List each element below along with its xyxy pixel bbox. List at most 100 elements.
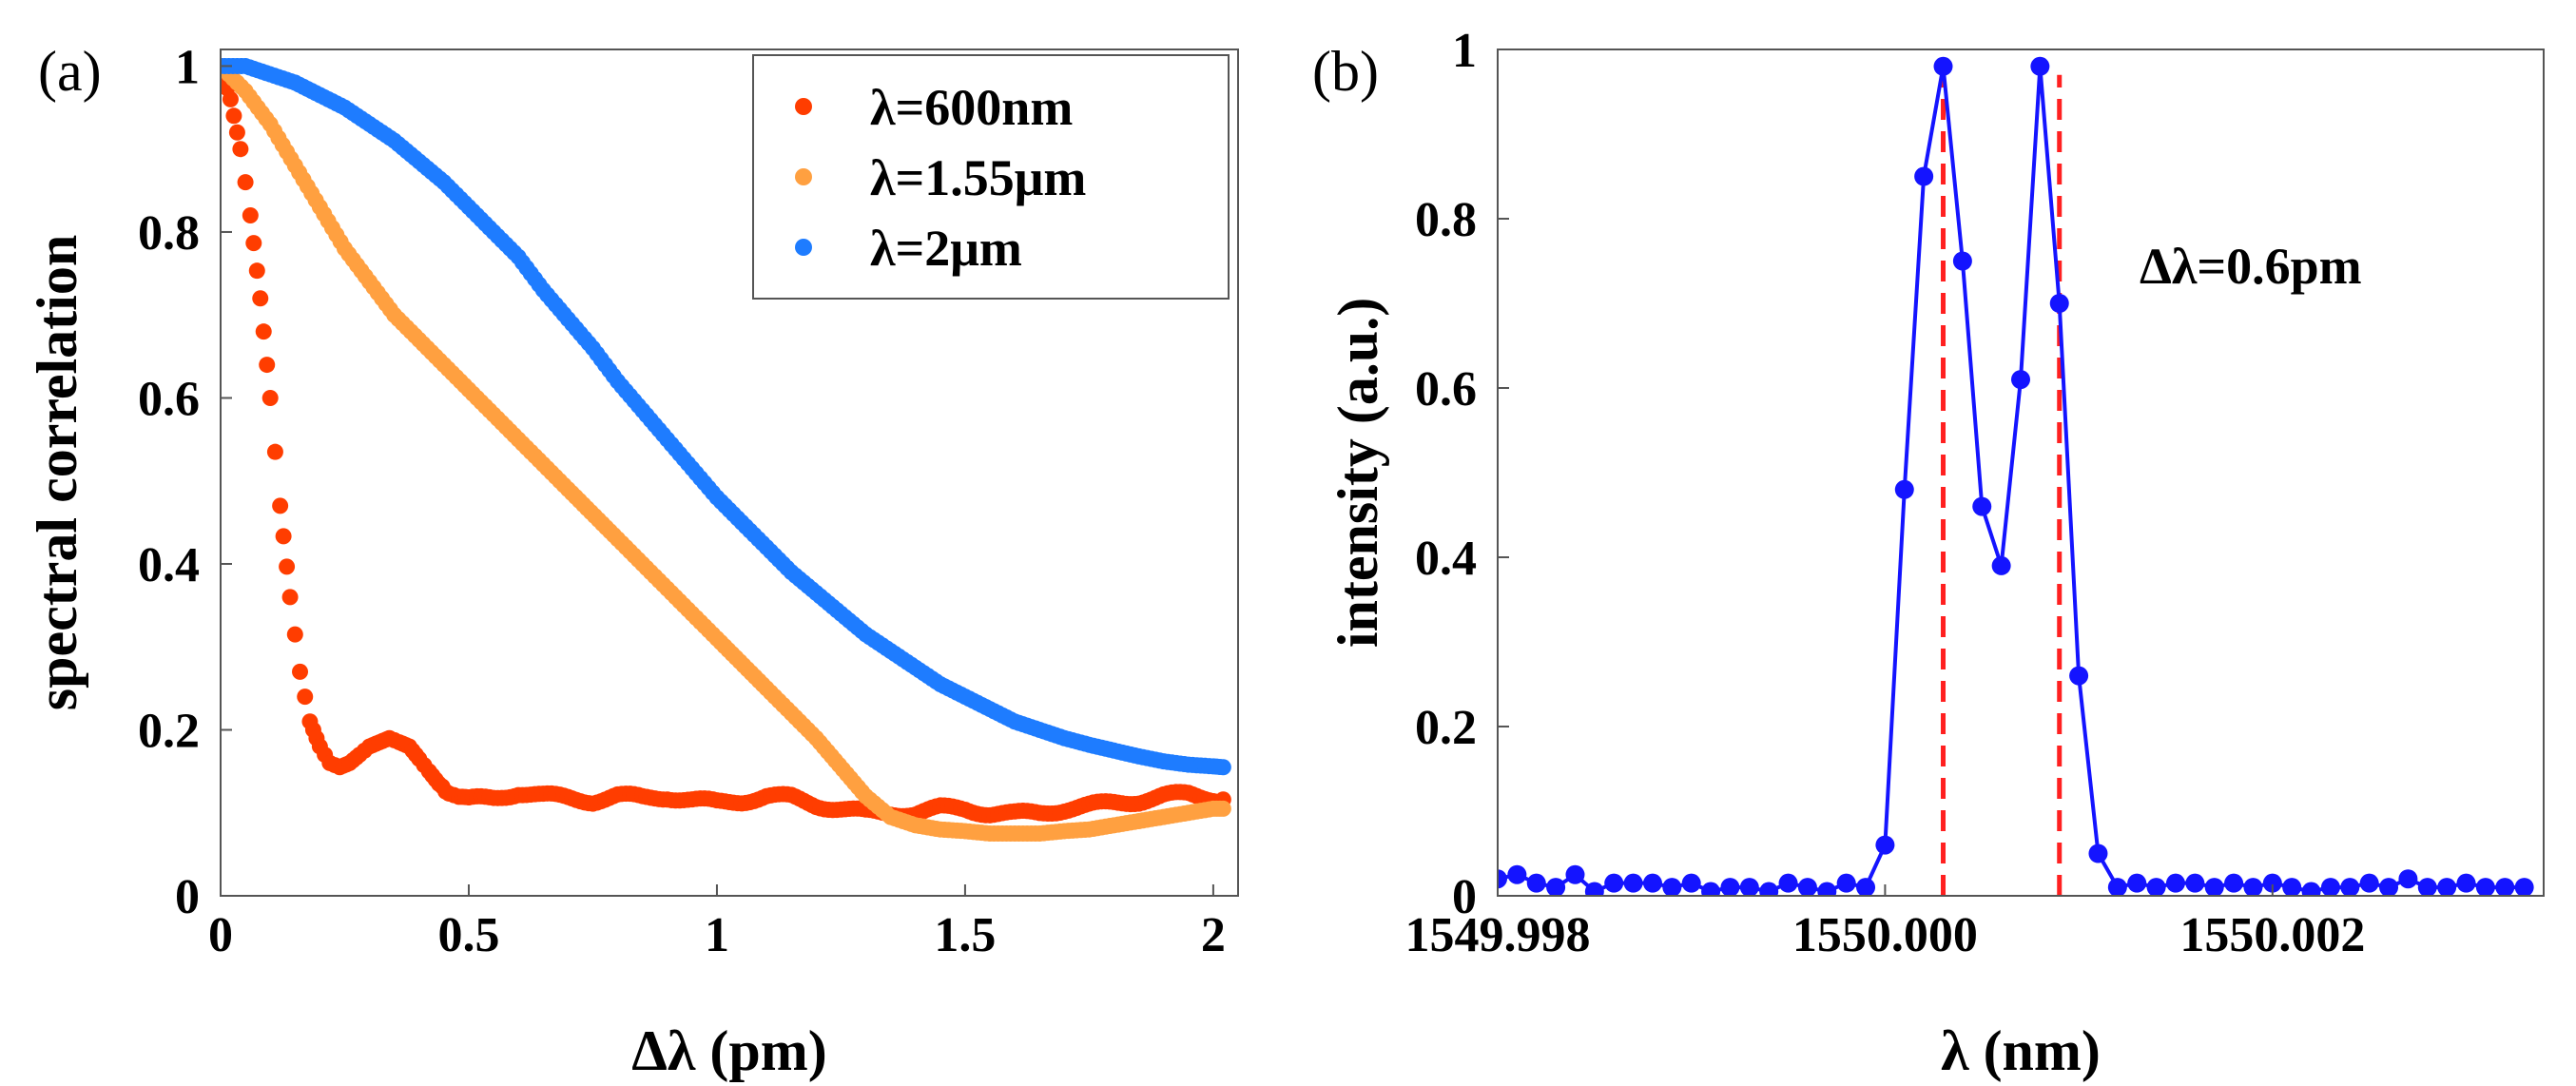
spectrum-point bbox=[1498, 869, 1507, 889]
panel-a-y-tick-label: 0.8 bbox=[138, 206, 200, 261]
panel-b-x-tick-label: 1550.002 bbox=[2179, 908, 2365, 962]
series-2-points bbox=[221, 57, 1231, 776]
panel-a-y-tick-label: 0 bbox=[175, 870, 200, 924]
panel-a-ticks: 0 0.5 1 1.5 2 0 0.2 0.4 0.6 0.8 1 bbox=[138, 40, 1226, 962]
spectrum-point bbox=[2301, 882, 2321, 896]
spectrum-point bbox=[2475, 878, 2495, 896]
panel-b-axes-frame bbox=[1497, 48, 2545, 897]
series-0-point bbox=[281, 589, 299, 606]
panel-a-y-tick-label: 0.2 bbox=[138, 704, 200, 758]
spectrum-point bbox=[2185, 873, 2205, 893]
spectrum-point bbox=[1836, 873, 1856, 893]
legend-marker-2um bbox=[795, 239, 812, 256]
spectrum-point bbox=[2049, 294, 2069, 313]
panel-b-x-tick-label: 1550.000 bbox=[1792, 908, 1978, 962]
spectrum-point bbox=[2398, 869, 2418, 889]
spectrum-point bbox=[2320, 878, 2340, 896]
spectrum-point bbox=[1759, 882, 1779, 896]
panel-b-data-marks bbox=[1498, 56, 2534, 896]
series-0-point bbox=[222, 90, 239, 107]
series-0-point bbox=[237, 174, 254, 191]
panel-a-y-tick-label: 1 bbox=[175, 40, 200, 94]
panel-a-legend: λ=600nm λ=1.55μm λ=2μm bbox=[752, 54, 1230, 300]
panel-a-x-tick-label: 1.5 bbox=[934, 908, 996, 962]
spectrum-point bbox=[2359, 873, 2379, 893]
panel-a-x-tick-label: 1 bbox=[705, 908, 729, 962]
spectrum-point bbox=[2282, 878, 2302, 896]
spectrum-point bbox=[2030, 56, 2050, 76]
legend-label-600nm: λ=600nm bbox=[870, 79, 1073, 136]
series-0-point bbox=[266, 443, 283, 460]
panel-a-x-tick-label: 0.5 bbox=[437, 908, 499, 962]
series-0-point bbox=[275, 528, 292, 545]
panel-b-label: (b) bbox=[1312, 40, 1379, 103]
spectrum-point bbox=[1701, 882, 1721, 896]
legend-label-2um: λ=2μm bbox=[870, 220, 1022, 277]
panel-b-y-tick-label: 1 bbox=[1452, 24, 1477, 78]
panel-b-peak-lines bbox=[1941, 74, 2063, 896]
panel-b-annotation: Δλ=0.6pm bbox=[2140, 238, 2362, 295]
panel-b: (b) 1549.998 1550.000 1550.002 0 0.2 0.4 0.6 0.… bbox=[1312, 24, 2545, 1082]
spectrum-point bbox=[2495, 878, 2515, 896]
panel-a: (a) 0 0.5 1 1.5 2 0 0.2 0.4 0.6 0.8 1 Δλ (pm) spec… bbox=[26, 40, 1239, 1082]
panel-a-x-tick-label: 2 bbox=[1201, 908, 1226, 962]
spectrum-point bbox=[1952, 251, 1972, 271]
series-0-point bbox=[292, 663, 309, 680]
spectrum-point bbox=[1991, 555, 2011, 575]
panel-a-y-tick-label: 0.4 bbox=[138, 538, 200, 592]
panel-a-y-axis-label: spectral correlation bbox=[26, 235, 88, 710]
series-0-point bbox=[248, 262, 265, 280]
series-0-point bbox=[245, 235, 262, 252]
panel-b-y-tick-label: 0.4 bbox=[1415, 532, 1477, 586]
spectrum-point bbox=[2204, 878, 2224, 896]
spectrum-point bbox=[1507, 864, 1527, 884]
spectrum-point bbox=[1972, 496, 1992, 516]
series-0-point bbox=[232, 141, 249, 158]
spectrum-point bbox=[1817, 882, 1837, 896]
spectrum-point bbox=[2456, 873, 2476, 893]
legend-marker-1550nm bbox=[795, 168, 812, 185]
series-0-point bbox=[255, 323, 272, 340]
spectrum-point bbox=[2243, 878, 2263, 896]
panel-b-y-axis-label: intensity (a.u.) bbox=[1327, 298, 1389, 648]
series-0-point bbox=[279, 558, 296, 575]
series-0-point bbox=[225, 107, 242, 125]
panel-a-y-tick-label: 0.6 bbox=[138, 372, 200, 426]
panel-a-data-marks bbox=[221, 57, 1231, 843]
series-0-point bbox=[259, 357, 276, 374]
series-0-point bbox=[252, 290, 269, 307]
spectrum-point bbox=[1584, 882, 1604, 896]
spectrum-point bbox=[2165, 873, 2185, 893]
panel-b-y-tick-label: 0 bbox=[1452, 870, 1477, 924]
spectrum-point bbox=[2379, 878, 2399, 896]
spectrum-point bbox=[1720, 878, 1740, 896]
spectrum-point bbox=[2262, 873, 2282, 893]
panel-a-x-axis-label: Δλ (pm) bbox=[631, 1019, 826, 1082]
spectrum-point bbox=[1933, 56, 1953, 76]
panel-b-ticks: 1549.998 1550.000 1550.002 0 0.2 0.4 0.6 0.8 1 bbox=[1405, 24, 2366, 962]
spectrum-point bbox=[1914, 166, 1934, 186]
panel-a-x-tick-label: 0 bbox=[208, 908, 233, 962]
spectrum-point bbox=[1546, 878, 1566, 896]
spectrum-point bbox=[2417, 878, 2437, 896]
series-0-point bbox=[228, 124, 245, 141]
panel-b-y-tick-label: 0.2 bbox=[1415, 701, 1477, 755]
spectrum-point bbox=[1662, 878, 1682, 896]
panel-b-x-tick-label: 1549.998 bbox=[1405, 908, 1591, 962]
spectrum-point bbox=[1642, 873, 1662, 893]
panel-b-x-axis-label: λ (nm) bbox=[1941, 1019, 2101, 1082]
panel-a-axes-frame bbox=[220, 48, 1239, 897]
panel-a-label: (a) bbox=[38, 40, 102, 103]
spectrum-point bbox=[1681, 873, 1701, 893]
spectrum-point bbox=[1604, 873, 1624, 893]
series-0-point bbox=[272, 497, 289, 514]
spectrum-point bbox=[2011, 370, 2030, 390]
spectrum-point bbox=[1856, 878, 1876, 896]
spectrum-point bbox=[2127, 873, 2147, 893]
spectrum-point bbox=[1797, 878, 1817, 896]
spectrum-point bbox=[2514, 878, 2534, 896]
series-1-point bbox=[1214, 800, 1231, 817]
legend-label-1550nm: λ=1.55μm bbox=[870, 149, 1086, 206]
series-0-point bbox=[242, 207, 259, 224]
